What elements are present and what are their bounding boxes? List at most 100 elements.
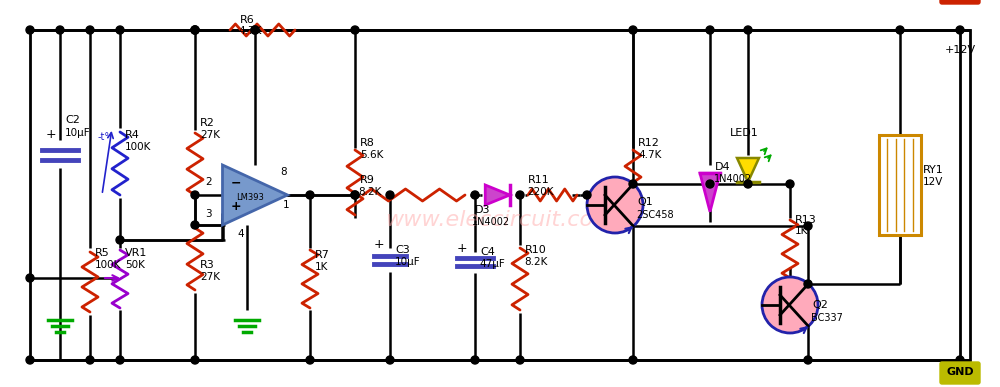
Text: -t°: -t° [98, 132, 110, 142]
Circle shape [116, 236, 124, 244]
Text: R11: R11 [528, 175, 550, 185]
Circle shape [629, 356, 637, 364]
Text: 1K: 1K [795, 226, 808, 236]
Circle shape [386, 356, 394, 364]
Circle shape [706, 26, 714, 34]
Circle shape [587, 177, 643, 233]
Text: 2: 2 [205, 177, 212, 187]
Circle shape [351, 191, 359, 199]
Text: +: + [457, 242, 468, 255]
Circle shape [86, 26, 94, 34]
Text: LM393: LM393 [236, 193, 264, 202]
Text: 10μF: 10μF [65, 128, 91, 138]
Text: LED1: LED1 [730, 128, 759, 138]
Text: 50K: 50K [125, 260, 145, 270]
Circle shape [706, 180, 714, 188]
Text: R2: R2 [200, 118, 215, 128]
Text: 100K: 100K [95, 260, 121, 270]
Text: 12V: 12V [923, 177, 943, 187]
Circle shape [191, 26, 199, 34]
Text: Q1: Q1 [637, 197, 653, 207]
Text: +V: +V [951, 8, 969, 18]
Circle shape [744, 180, 752, 188]
Circle shape [629, 180, 637, 188]
Circle shape [351, 26, 359, 34]
Text: 100K: 100K [125, 142, 151, 152]
Text: C3: C3 [395, 245, 410, 255]
Circle shape [251, 26, 259, 34]
FancyBboxPatch shape [940, 0, 980, 4]
Text: C2: C2 [65, 115, 80, 125]
Text: 2SC458: 2SC458 [636, 210, 674, 220]
Text: D3: D3 [475, 205, 490, 215]
Text: R3: R3 [200, 260, 215, 270]
Text: R4: R4 [125, 130, 140, 140]
Circle shape [191, 26, 199, 34]
Text: 3: 3 [205, 209, 212, 219]
Circle shape [629, 26, 637, 34]
Text: 1N4002: 1N4002 [714, 174, 752, 184]
Circle shape [351, 191, 359, 199]
Circle shape [956, 356, 964, 364]
Text: 5.6K: 5.6K [360, 150, 383, 160]
Circle shape [56, 26, 64, 34]
Circle shape [191, 356, 199, 364]
Text: www.eleccircuit.com: www.eleccircuit.com [385, 210, 615, 230]
Text: 4.7K: 4.7K [638, 150, 661, 160]
Circle shape [191, 26, 199, 34]
Circle shape [896, 26, 904, 34]
Text: 27K: 27K [200, 272, 220, 282]
Circle shape [26, 26, 34, 34]
Text: +: + [230, 200, 241, 214]
Circle shape [116, 356, 124, 364]
Circle shape [386, 191, 394, 199]
Text: 1: 1 [283, 200, 290, 210]
Text: R10: R10 [525, 245, 547, 255]
Circle shape [956, 26, 964, 34]
Polygon shape [222, 165, 288, 225]
Text: R13: R13 [795, 215, 817, 225]
Circle shape [516, 191, 524, 199]
Text: R5: R5 [95, 248, 110, 258]
Text: 10μF: 10μF [395, 257, 421, 267]
Text: 4.7K: 4.7K [238, 26, 261, 36]
Circle shape [251, 26, 259, 34]
Text: 27K: 27K [200, 130, 220, 140]
Text: 8.2K: 8.2K [358, 187, 381, 197]
Text: C4: C4 [480, 247, 495, 257]
Text: GND: GND [946, 367, 974, 377]
Text: R7: R7 [315, 250, 330, 260]
Circle shape [786, 180, 794, 188]
Circle shape [516, 356, 524, 364]
Text: BC337: BC337 [811, 313, 843, 323]
Circle shape [744, 26, 752, 34]
Circle shape [583, 191, 591, 199]
Text: R12: R12 [638, 138, 660, 148]
Circle shape [804, 356, 812, 364]
Text: 47μF: 47μF [479, 259, 505, 269]
Text: R6: R6 [240, 15, 255, 25]
Text: 1N4002: 1N4002 [472, 217, 510, 227]
Circle shape [86, 356, 94, 364]
Text: 8: 8 [280, 167, 287, 177]
Text: R8: R8 [360, 138, 375, 148]
Circle shape [471, 191, 479, 199]
Circle shape [471, 356, 479, 364]
FancyBboxPatch shape [940, 362, 980, 384]
Circle shape [116, 26, 124, 34]
Text: 1K: 1K [315, 262, 328, 272]
Circle shape [804, 222, 812, 230]
Text: +12V: +12V [944, 45, 976, 55]
Circle shape [804, 280, 812, 288]
Circle shape [762, 277, 818, 333]
Text: RY1: RY1 [923, 165, 944, 175]
Text: Q2: Q2 [812, 300, 828, 310]
Text: VR1: VR1 [125, 248, 147, 258]
Text: −: − [230, 176, 241, 190]
Circle shape [191, 191, 199, 199]
Text: R9: R9 [360, 175, 375, 185]
Text: 220K: 220K [527, 187, 554, 197]
Circle shape [306, 191, 314, 199]
Text: +: + [46, 128, 57, 141]
Polygon shape [700, 173, 720, 212]
